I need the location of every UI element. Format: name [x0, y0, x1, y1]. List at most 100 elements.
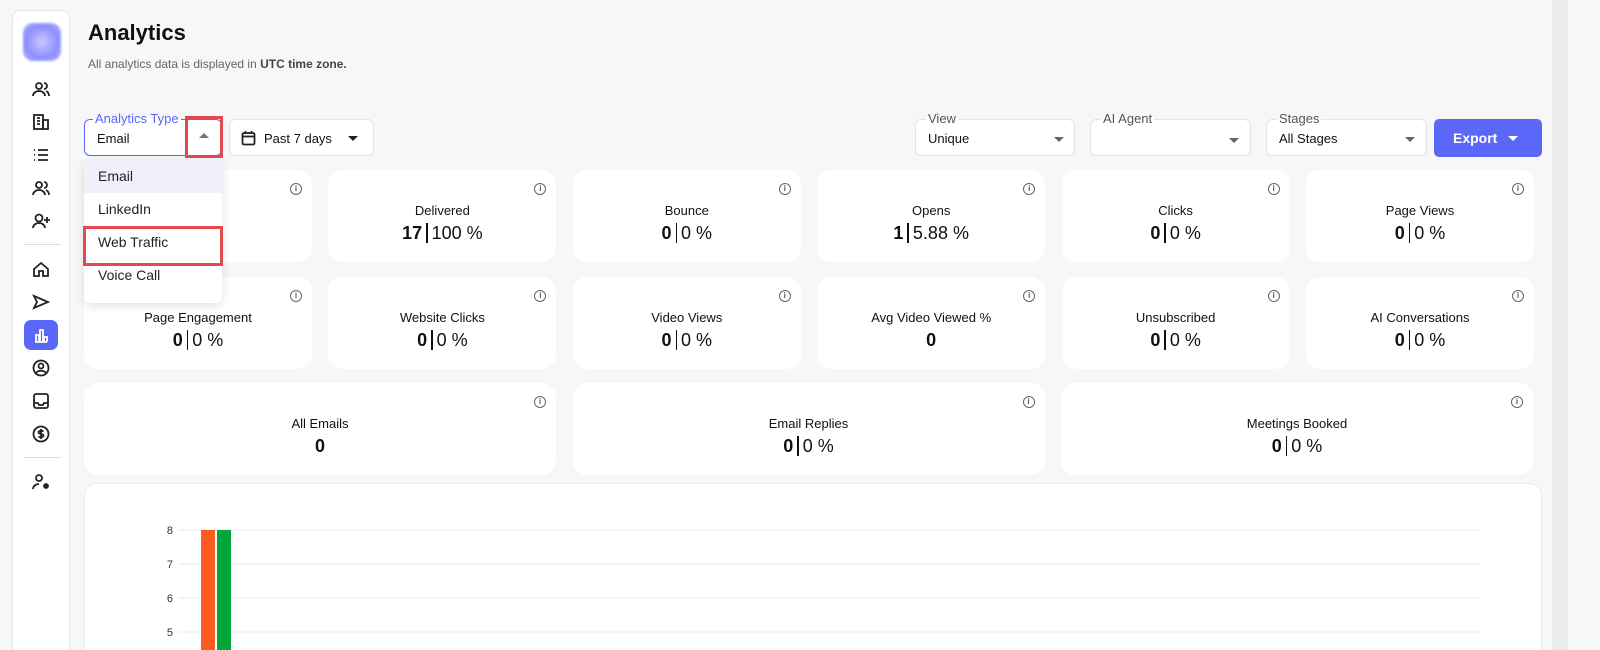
sidebar-item-home[interactable] — [24, 254, 58, 284]
y-tick-label: 8 — [167, 525, 173, 537]
metric-count: 0 — [1271, 436, 1282, 456]
menu-item-voice-call[interactable]: Voice Call — [98, 267, 161, 283]
metric-percent: 0 % — [681, 223, 713, 243]
menu-item-email[interactable]: Email — [84, 160, 222, 193]
sidebar-item-analytics[interactable] — [24, 320, 58, 350]
metric-count: 0 — [661, 223, 672, 243]
view-select[interactable]: View Unique — [915, 111, 1075, 156]
chart-card: 8 7 6 5 — [84, 483, 1542, 650]
metric-percent: 0 % — [436, 330, 468, 350]
export-label: Export — [1453, 130, 1498, 146]
info-icon[interactable]: i — [1267, 290, 1280, 302]
info-icon[interactable]: i — [534, 290, 547, 302]
info-icon[interactable]: i — [1512, 290, 1524, 302]
metric-card: i Bounce 0 0 % — [572, 170, 801, 262]
sidebar-item-inbox[interactable] — [24, 386, 58, 416]
metric-card: i Page Views 0 0 % — [1306, 170, 1534, 262]
y-tick-label: 6 — [167, 593, 173, 605]
sidebar-divider — [23, 457, 61, 458]
metric-percent: 0 % — [1169, 330, 1201, 350]
metric-count: 0 — [783, 436, 794, 456]
companies-icon — [33, 114, 49, 130]
metric-card: i Website Clicks 0 0 % — [328, 277, 557, 369]
info-icon[interactable]: i — [1022, 396, 1035, 408]
sidebar-item-send[interactable] — [24, 287, 58, 317]
metric-count: 17 — [402, 223, 423, 243]
info-icon[interactable]: i — [534, 396, 546, 408]
metric-value: 0 0 % — [573, 436, 1045, 457]
caret-up-icon[interactable] — [199, 133, 209, 138]
metric-value: 0 0 % — [573, 330, 801, 351]
subtitle-timezone: UTC time zone. — [260, 57, 347, 71]
user-settings-icon — [32, 474, 49, 490]
sidebar-item-lists[interactable] — [24, 140, 58, 170]
divider — [1408, 223, 1411, 243]
metric-value: 0 — [84, 436, 556, 457]
metric-title: Clicks — [1158, 203, 1193, 218]
metric-title: All Emails — [291, 416, 349, 431]
metric-count: 0 — [172, 330, 183, 350]
sidebar-item-user-settings[interactable] — [24, 467, 58, 497]
metric-percent: 0 % — [1414, 330, 1446, 350]
stages-select[interactable]: Stages All Stages — [1266, 111, 1427, 156]
chevron-down-icon — [1508, 136, 1518, 141]
metric-title: AI Conversations — [1370, 310, 1470, 325]
profile-icon — [32, 359, 50, 377]
metric-value: 0 0 % — [1306, 223, 1534, 244]
sidebar-divider — [23, 244, 61, 245]
bar[interactable] — [201, 530, 215, 650]
info-icon[interactable]: i — [778, 290, 791, 302]
home-icon — [33, 261, 49, 277]
date-range-select[interactable]: Past 7 days — [229, 119, 374, 156]
info-icon[interactable]: i — [1023, 290, 1036, 302]
metric-value: 0 0 % — [328, 330, 556, 351]
calendar-icon — [241, 131, 256, 146]
info-icon[interactable]: i — [1511, 396, 1523, 408]
sidebar-item-add-user[interactable] — [24, 206, 58, 236]
menu-item-linkedin[interactable]: LinkedIn — [98, 201, 151, 217]
metric-title: Page Engagement — [144, 310, 252, 325]
metric-percent: 100 % — [431, 223, 483, 243]
divider — [431, 330, 433, 350]
team-icon — [32, 181, 50, 196]
metric-value: 0 — [817, 330, 1045, 351]
scrollbar[interactable] — [1552, 0, 1568, 650]
divider — [426, 223, 428, 243]
metric-title: Bounce — [664, 203, 709, 218]
metric-card: i Avg Video Viewed % 0 — [817, 277, 1046, 369]
metric-count: 0 — [314, 436, 325, 456]
bar[interactable] — [217, 530, 231, 650]
info-icon[interactable]: i — [290, 183, 302, 195]
analytics-type-select[interactable]: Analytics Type Email — [84, 111, 222, 156]
info-icon[interactable]: i — [1267, 183, 1280, 195]
metric-value: 17 100 % — [328, 223, 556, 244]
inbox-icon — [33, 393, 49, 409]
analytics-icon — [35, 329, 48, 343]
metric-count: 0 — [926, 330, 937, 350]
export-button[interactable]: Export — [1434, 119, 1542, 157]
page-subtitle: All analytics data is displayed in UTC t… — [88, 57, 347, 71]
metric-value: 0 0 % — [573, 223, 801, 244]
info-icon[interactable]: i — [534, 183, 547, 195]
metric-card: i Delivered 17 100 % — [328, 170, 557, 262]
y-tick-label: 5 — [167, 627, 173, 639]
info-icon[interactable]: i — [1512, 183, 1524, 195]
metric-percent: 5.88 % — [912, 223, 969, 243]
chevron-down-icon — [1229, 138, 1239, 143]
page-title: Analytics — [88, 20, 186, 45]
sidebar-item-profile[interactable] — [24, 353, 58, 383]
sidebar-item-contacts[interactable] — [24, 74, 58, 104]
sidebar-item-billing[interactable] — [24, 419, 58, 449]
billing-icon — [32, 425, 50, 443]
info-icon[interactable]: i — [778, 183, 791, 195]
info-icon[interactable]: i — [290, 290, 302, 302]
sidebar — [12, 10, 70, 650]
sidebar-item-team[interactable] — [24, 173, 58, 203]
menu-item-web-traffic[interactable]: Web Traffic — [98, 234, 169, 250]
info-icon[interactable]: i — [1023, 183, 1036, 195]
sidebar-item-companies[interactable] — [24, 107, 58, 137]
stages-value: All Stages — [1279, 131, 1338, 146]
metric-card: i All Emails 0 — [84, 383, 556, 475]
ai-agent-select[interactable]: AI Agent — [1090, 111, 1251, 156]
metric-title: Opens — [912, 203, 951, 218]
